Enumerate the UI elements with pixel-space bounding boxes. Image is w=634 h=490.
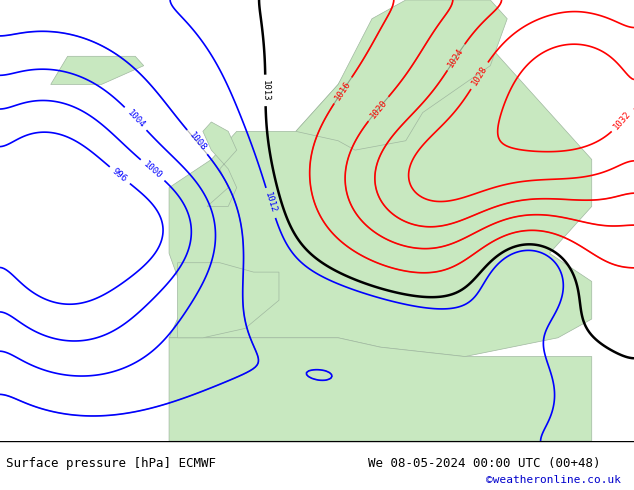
Text: 1000: 1000 <box>141 160 164 180</box>
Text: 1004: 1004 <box>125 108 146 129</box>
Polygon shape <box>178 263 279 338</box>
Text: 1020: 1020 <box>368 98 389 120</box>
Text: 1024: 1024 <box>446 46 465 69</box>
Polygon shape <box>51 56 144 84</box>
Polygon shape <box>169 0 592 357</box>
Text: 1032: 1032 <box>612 109 633 131</box>
Polygon shape <box>169 338 592 441</box>
Text: 1028: 1028 <box>470 64 489 87</box>
Text: 996: 996 <box>111 167 129 184</box>
Text: 1012: 1012 <box>263 192 278 215</box>
Text: We 08-05-2024 00:00 UTC (00+48): We 08-05-2024 00:00 UTC (00+48) <box>368 457 600 469</box>
Polygon shape <box>203 122 236 206</box>
Text: ©weatheronline.co.uk: ©weatheronline.co.uk <box>486 475 621 485</box>
Text: 1008: 1008 <box>187 131 207 153</box>
Text: 1016: 1016 <box>333 79 353 102</box>
Text: 1013: 1013 <box>261 79 270 101</box>
Text: Surface pressure [hPa] ECMWF: Surface pressure [hPa] ECMWF <box>6 457 216 469</box>
Polygon shape <box>296 0 507 150</box>
